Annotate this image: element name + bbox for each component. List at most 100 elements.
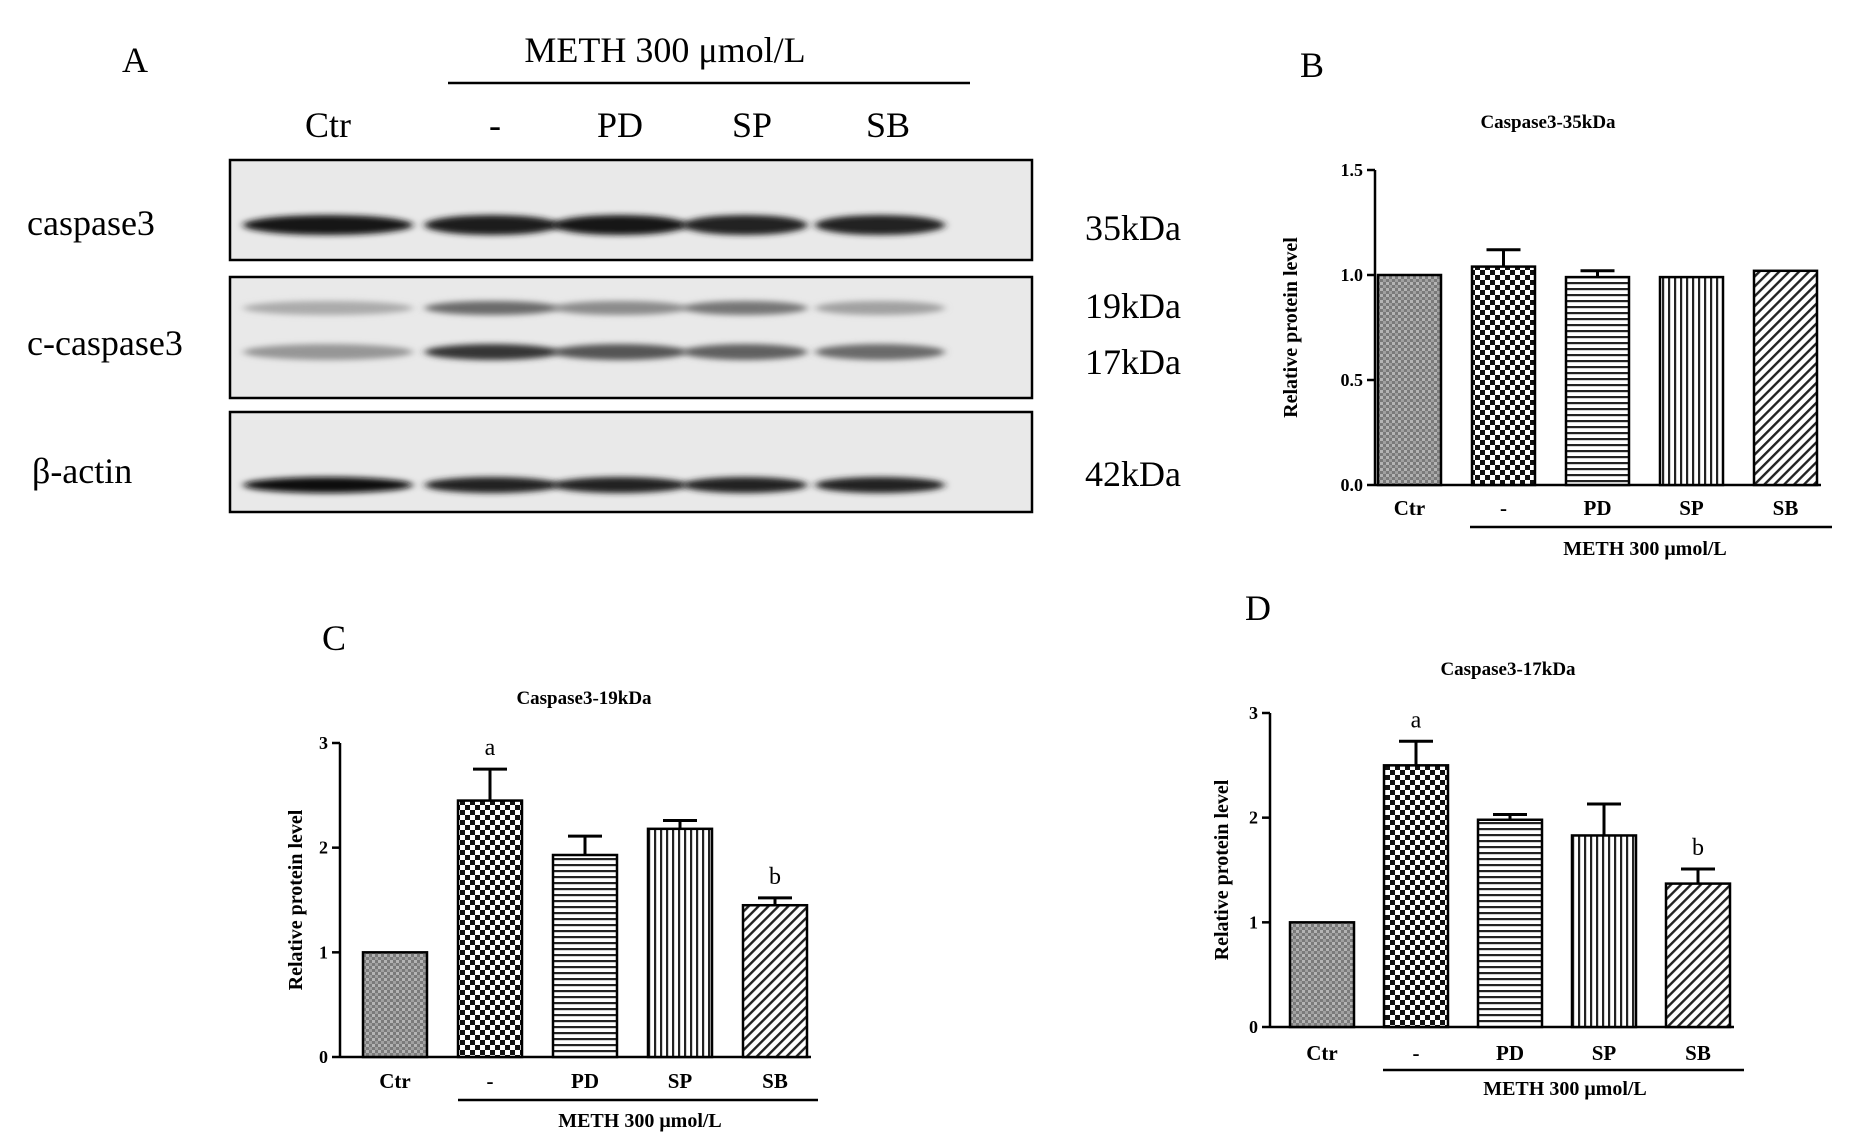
bar-meth <box>1470 265 1537 487</box>
blot-box-beta-actin <box>228 410 1034 514</box>
x-category-label: SB <box>1773 496 1799 520</box>
blot-band <box>243 477 413 493</box>
significance-label: b <box>769 864 781 890</box>
bar-pd <box>1564 275 1631 487</box>
blot-lane-label: SB <box>866 105 910 145</box>
blot-size-17kda: 17kDa <box>1085 342 1181 382</box>
bar-meth <box>1382 764 1450 1029</box>
bar-ctr <box>361 951 429 1059</box>
bar-sb <box>741 903 809 1059</box>
blot-band <box>815 301 945 315</box>
y-axis-label: Relative protein level <box>1211 779 1233 960</box>
blot-band <box>682 301 808 315</box>
x-category-label: SB <box>762 1069 788 1093</box>
y-tick-label: 3 <box>1249 703 1258 723</box>
blot-band <box>815 215 945 235</box>
bar-sp <box>1658 275 1725 487</box>
blot-size-42kda: 42kDa <box>1085 454 1181 494</box>
western-blot-panel: A METH 300 μmol/L Ctr - PD SP SB caspase3 c-… <box>27 30 1181 514</box>
panel-d-letter: D <box>1245 588 1271 628</box>
blot-lane-label: Ctr <box>305 105 351 145</box>
y-tick-label: 0.5 <box>1341 370 1364 390</box>
chart-title: Caspase3-19kDa <box>516 688 652 709</box>
blot-row-label-beta-actin: β-actin <box>32 451 132 491</box>
y-tick-label: 3 <box>319 733 328 753</box>
bar-charts: Caspase3-35kDa Relative protein level 0.0 0… <box>285 112 1832 1132</box>
blot-band <box>682 477 808 493</box>
bar-sp <box>646 827 714 1059</box>
y-tick-label: 2 <box>1249 808 1258 828</box>
y-tick-label: 2 <box>319 838 328 858</box>
x-category-label: SB <box>1685 1041 1711 1065</box>
blot-band <box>682 344 808 360</box>
x-category-label: Ctr <box>1306 1041 1337 1065</box>
blot-lane-label: PD <box>597 105 643 145</box>
y-tick-label: 0 <box>319 1047 328 1067</box>
blot-lane-label: SP <box>732 105 772 145</box>
panel-a-letter: A <box>122 40 148 80</box>
blot-row-label-caspase3: caspase3 <box>27 203 155 243</box>
blot-band <box>552 344 688 360</box>
y-axis-label: Relative protein level <box>1280 237 1302 418</box>
blot-size-19kda: 19kDa <box>1085 286 1181 326</box>
blot-lane-labels: Ctr - PD SP SB <box>305 105 910 145</box>
x-category-label: Ctr <box>1394 496 1425 520</box>
x-category-label: SP <box>1592 1041 1617 1065</box>
significance-label: a <box>1411 707 1422 733</box>
blot-lane-label: - <box>489 105 501 145</box>
panel-b-letter: B <box>1300 45 1324 85</box>
blot-band <box>552 301 688 315</box>
blot-band <box>552 477 688 493</box>
x-category-label: PD <box>571 1069 599 1093</box>
y-tick-label: 1.0 <box>1341 265 1364 285</box>
x-category-label: - <box>1500 496 1507 520</box>
x-category-label: - <box>1413 1041 1420 1065</box>
blot-bands <box>243 215 945 493</box>
y-axis-label: Relative protein level <box>285 809 307 990</box>
significance-label: a <box>485 735 496 761</box>
bar-sb <box>1664 882 1732 1029</box>
y-tick-label: 1 <box>319 942 328 962</box>
chart-d: Caspase3-17kDa Relative protein level 0 1 2 3… <box>1211 659 1744 1100</box>
panel-c-letter: C <box>322 618 346 658</box>
group-label: METH 300 μmol/L <box>558 1110 722 1132</box>
bar-sp <box>1570 834 1638 1029</box>
x-category-label: Ctr <box>379 1069 410 1093</box>
chart-b: Caspase3-35kDa Relative protein level 0.0 0… <box>1280 112 1832 560</box>
x-category-label: PD <box>1496 1041 1524 1065</box>
blot-band <box>243 215 413 235</box>
blot-band <box>243 301 413 315</box>
y-tick-label: 0.0 <box>1341 475 1364 495</box>
chart-title: Caspase3-35kDa <box>1480 112 1616 133</box>
blot-treatment-label: METH 300 μmol/L <box>524 30 805 70</box>
chart-title: Caspase3-17kDa <box>1440 659 1576 680</box>
group-label: METH 300 μmol/L <box>1563 538 1727 560</box>
blot-band <box>552 215 688 235</box>
y-tick-label: 1 <box>1249 912 1258 932</box>
blot-size-35kda: 35kDa <box>1085 208 1181 248</box>
x-category-label: - <box>487 1069 494 1093</box>
blot-box-caspase3 <box>228 158 1034 262</box>
group-label: METH 300 μmol/L <box>1483 1078 1647 1100</box>
blot-band <box>424 301 560 315</box>
bar-pd <box>551 853 619 1059</box>
bar-ctr <box>1288 921 1356 1029</box>
bar-pd <box>1476 818 1544 1029</box>
blot-band <box>815 477 945 493</box>
blot-band <box>424 477 560 493</box>
blot-band <box>682 215 808 235</box>
y-tick-label: 0 <box>1249 1017 1258 1037</box>
y-tick-label: 1.5 <box>1341 160 1364 180</box>
blot-row-label-c-caspase3: c-caspase3 <box>27 323 183 363</box>
x-category-label: PD <box>1584 496 1612 520</box>
bar-meth <box>456 799 524 1059</box>
blot-band <box>424 344 560 360</box>
blot-band <box>243 344 413 360</box>
bar-ctr <box>1376 273 1443 487</box>
x-category-label: SP <box>668 1069 693 1093</box>
significance-label: b <box>1692 835 1704 861</box>
chart-c: Caspase3-19kDa Relative protein level 0 1 2 3… <box>285 688 818 1132</box>
blot-band <box>815 344 945 360</box>
blot-band <box>424 215 560 235</box>
